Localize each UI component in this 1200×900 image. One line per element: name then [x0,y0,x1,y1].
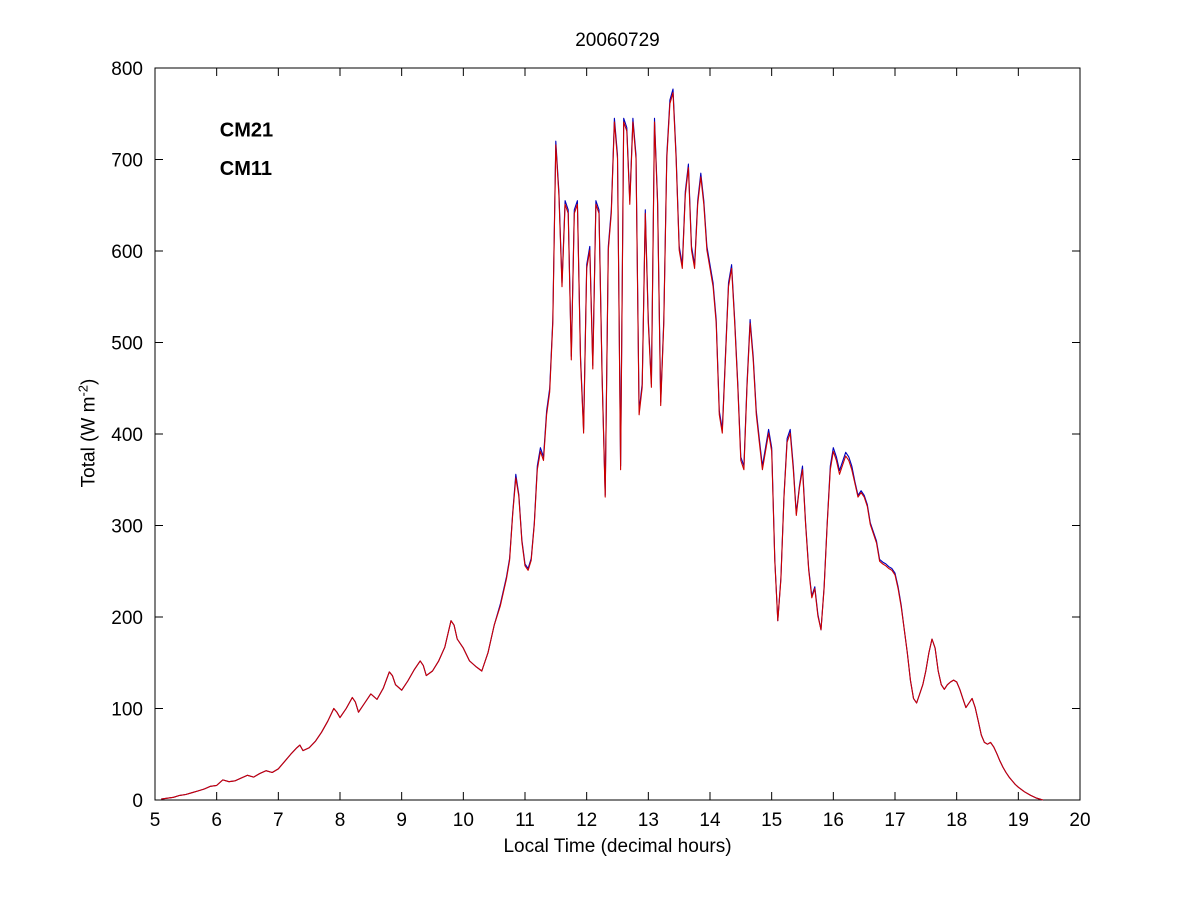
y-axis-label: Total (W m-2) [75,379,100,488]
x-tick-label-9: 9 [396,810,407,831]
y-axis-label-close: ) [78,378,100,385]
x-tick-label-7: 7 [273,810,284,831]
y-tick-label-200: 200 [111,608,143,629]
y-tick-label-600: 600 [111,242,143,263]
legend-label-cm11: CM11 [220,158,272,180]
x-tick-label-15: 15 [761,810,782,831]
y-tick-label-800: 800 [111,59,143,80]
y-tick-label-700: 700 [111,151,143,172]
y-tick-label-300: 300 [111,517,143,538]
y-tick-label-0: 0 [132,791,143,812]
x-tick-label-10: 10 [453,810,474,831]
legend-label-cm21: CM21 [220,120,273,142]
x-tick-label-12: 12 [576,810,597,831]
y-tick-label-500: 500 [111,334,143,355]
x-tick-label-14: 14 [699,810,721,831]
series-cm21 [161,88,1044,801]
series-cm11 [161,92,1044,801]
x-tick-label-20: 20 [1069,810,1090,831]
x-tick-label-11: 11 [515,810,535,831]
y-tick-label-400: 400 [111,425,143,446]
y-tick-label-100: 100 [111,700,143,721]
x-tick-label-19: 19 [1008,810,1029,831]
x-tick-label-16: 16 [823,810,844,831]
x-axis-label: Local Time (decimal hours) [503,836,732,857]
chart-title: 20060729 [575,30,660,51]
y-axis-label-text: Total (W m [78,396,100,488]
x-tick-label-6: 6 [211,810,222,831]
y-axis-label-superscript: -2 [75,384,91,397]
x-tick-label-17: 17 [884,810,905,831]
x-tick-label-5: 5 [150,810,161,831]
x-tick-label-8: 8 [335,810,346,831]
x-tick-label-18: 18 [946,810,967,831]
x-tick-label-13: 13 [638,810,659,831]
